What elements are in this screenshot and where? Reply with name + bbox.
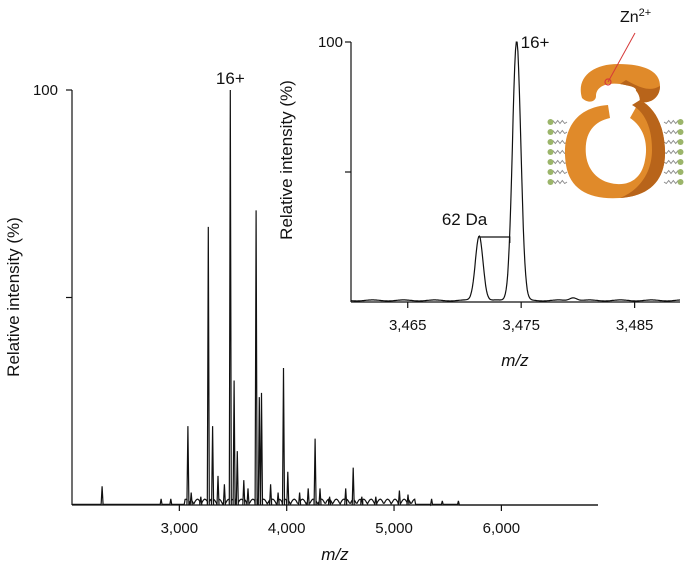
lipid-head xyxy=(547,159,554,165)
inset-peak-label: 16+ xyxy=(521,33,550,52)
main-x-axis-title: m/z xyxy=(321,545,349,564)
main-x-tick-label-3: 6,000 xyxy=(483,520,521,537)
lipid-tail xyxy=(552,149,568,155)
lipid-tail xyxy=(663,139,679,145)
inset-spectrum-trace xyxy=(350,41,680,302)
main-peak-label: 16+ xyxy=(216,69,245,88)
lipid-head xyxy=(547,179,554,185)
protein-cleft xyxy=(604,85,636,95)
lipid-tail xyxy=(552,119,568,125)
main-x-ticks: 3,000 4,000 5,000 6,000 xyxy=(161,505,521,537)
lipid-head xyxy=(677,119,684,125)
main-x-tick-label-2: 5,000 xyxy=(375,520,413,537)
zn-ion-marker xyxy=(604,78,612,86)
inset-y-ticks: 100 xyxy=(318,34,351,173)
inset-x-tick-label-1: 3,475 xyxy=(502,317,540,334)
lipid-tail xyxy=(663,179,679,185)
protein-zn-illustration: Zn2+ xyxy=(547,7,684,199)
lipid-head xyxy=(547,129,554,135)
main-y-ticks: 100 xyxy=(33,82,72,299)
inset-x-ticks: 3,465 3,475 3,485 xyxy=(389,302,653,334)
lipid-tail xyxy=(552,129,568,135)
main-x-tick-label-1: 4,000 xyxy=(268,520,306,537)
lipid-tails-right xyxy=(663,119,684,185)
lipid-tail xyxy=(663,149,679,155)
lipid-head xyxy=(677,169,684,175)
lipid-tail xyxy=(552,169,568,175)
lipid-tail xyxy=(552,139,568,145)
lipid-head xyxy=(677,139,684,145)
protein-lower-ring xyxy=(564,100,666,199)
lipid-tail xyxy=(663,119,679,125)
lipid-tail xyxy=(663,129,679,135)
mass-shift-label: 62 Da xyxy=(442,210,488,229)
inset-x-tick-label-0: 3,465 xyxy=(389,317,427,334)
inset-x-axis-title: m/z xyxy=(501,351,529,370)
main-y-tick-label-0: 100 xyxy=(33,82,58,99)
inset-y-axis-title: Relative intensity (%) xyxy=(277,80,296,240)
lipid-head xyxy=(547,139,554,145)
lipid-tail xyxy=(663,169,679,175)
main-spectrum-chart: 100 3,000 4,000 5,000 6,000 16+ m/z Relativ… xyxy=(4,69,598,564)
lipid-tail xyxy=(552,179,568,185)
lipid-head xyxy=(547,149,554,155)
zn-ion-label: Zn2+ xyxy=(620,7,651,26)
mass-shift-bracket xyxy=(479,236,511,243)
protein-upper-cap-shading xyxy=(620,80,660,103)
lipid-head xyxy=(677,159,684,165)
lipid-tail xyxy=(663,159,679,165)
lipid-head xyxy=(677,179,684,185)
lipid-head xyxy=(677,149,684,155)
lipid-tails-left xyxy=(547,119,568,185)
lipid-tail xyxy=(552,159,568,165)
main-x-tick-label-0: 3,000 xyxy=(161,520,199,537)
main-y-axis-title: Relative intensity (%) xyxy=(4,217,23,377)
lipid-head xyxy=(547,169,554,175)
zn-pointer-line xyxy=(607,32,636,83)
main-spectrum-trace xyxy=(71,89,598,507)
lipid-head xyxy=(547,119,554,125)
inset-x-tick-label-2: 3,485 xyxy=(616,317,654,334)
protein-lower-ring-shading xyxy=(620,100,666,198)
inset-y-tick-label-0: 100 xyxy=(318,34,343,51)
inset-spectrum-chart: 100 3,465 3,475 3,485 16+ 62 Da m/z Relati… xyxy=(277,33,680,370)
lipid-head xyxy=(677,129,684,135)
